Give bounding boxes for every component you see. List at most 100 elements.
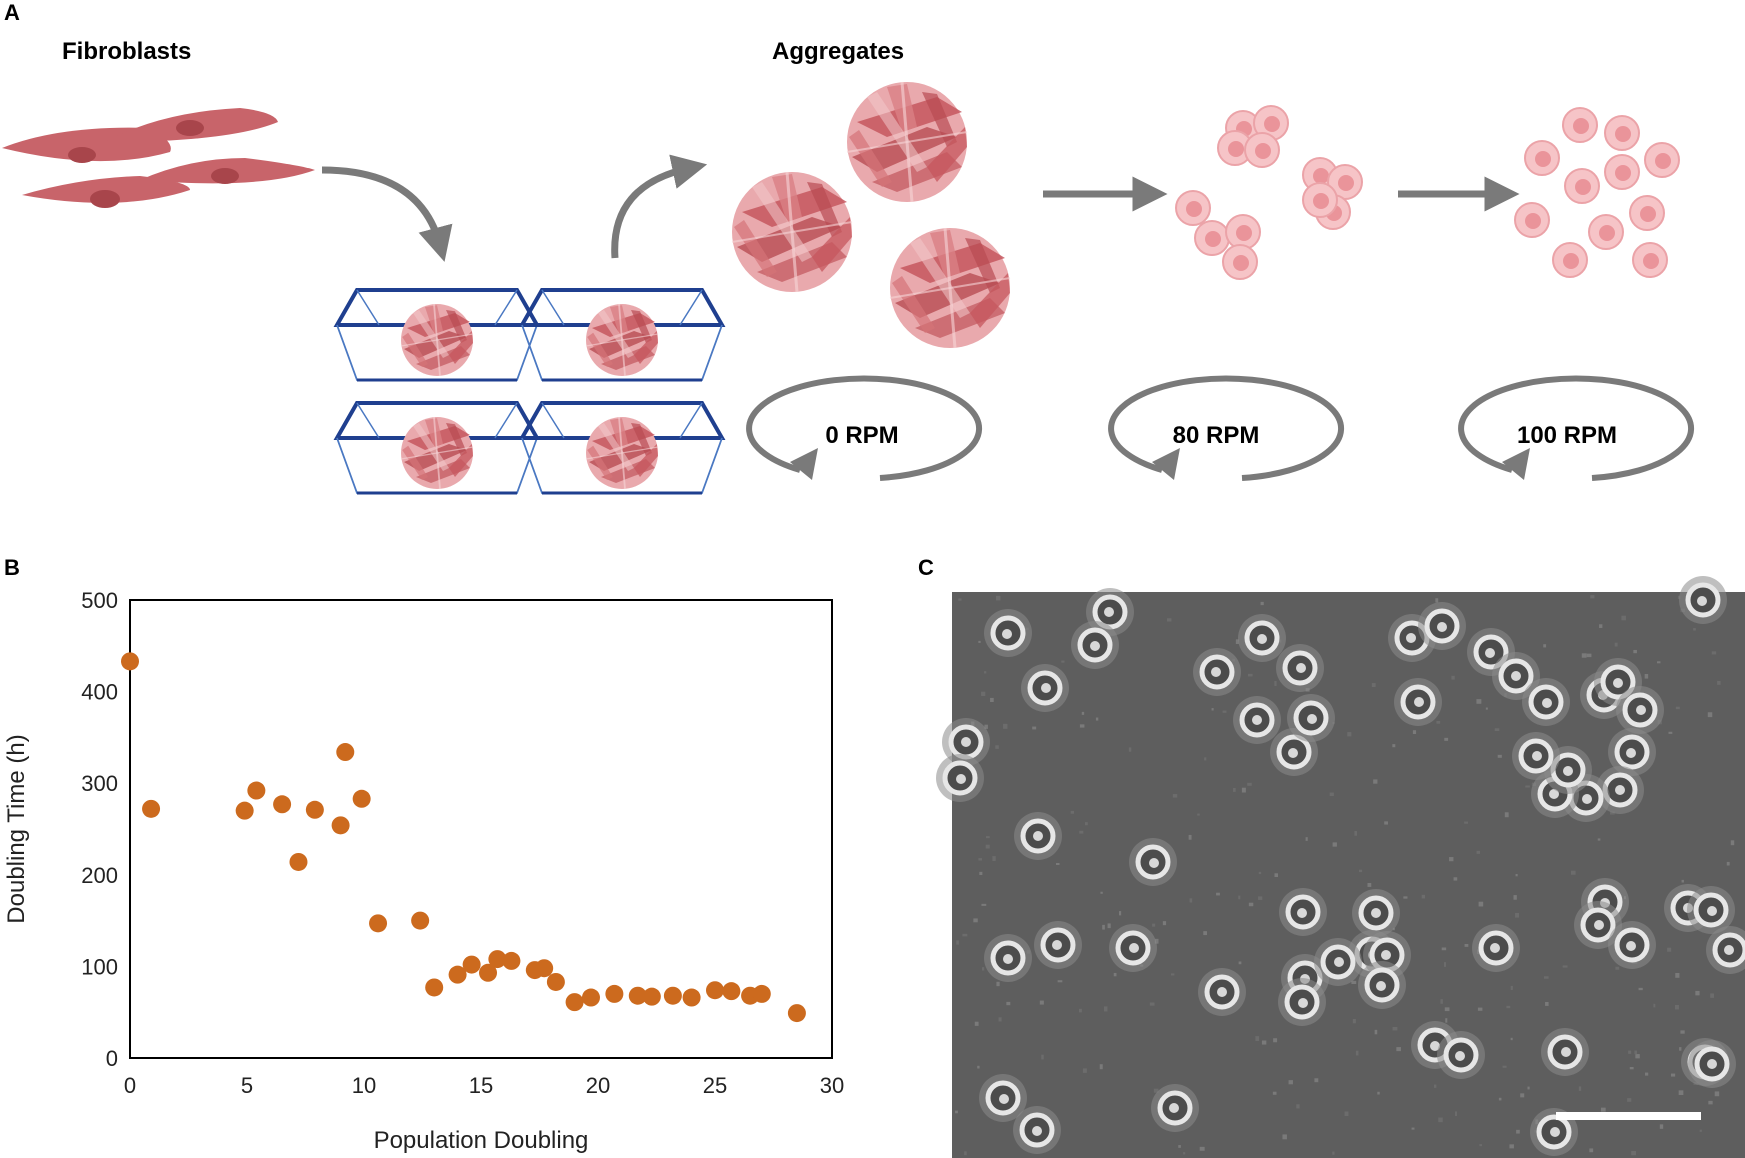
x-tick-label: 25	[703, 1073, 727, 1098]
data-point	[722, 982, 741, 1001]
single-cells	[1514, 107, 1680, 278]
micro-cell	[984, 609, 1032, 657]
data-point	[289, 852, 308, 871]
data-point	[535, 959, 554, 978]
micro-cell	[1314, 938, 1362, 986]
micro-cell	[979, 1074, 1027, 1122]
micro-cell	[1522, 678, 1570, 726]
fibroblast-cells	[2, 108, 315, 208]
micro-cell	[1541, 1028, 1589, 1076]
micro-cell	[1679, 576, 1727, 624]
micro-cell	[1233, 696, 1281, 744]
micro-cell	[1352, 889, 1400, 937]
x-tick-label: 10	[352, 1073, 376, 1098]
micro-cell	[1512, 732, 1560, 780]
micro-cell	[1616, 686, 1664, 734]
data-point	[581, 988, 600, 1007]
cell-clusters	[1175, 105, 1363, 280]
data-point	[787, 1004, 806, 1023]
data-point	[663, 986, 682, 1005]
x-tick-label: 20	[586, 1073, 610, 1098]
micro-cell	[1276, 644, 1324, 692]
data-point	[411, 911, 430, 930]
micro-cell	[1358, 961, 1406, 1009]
speed-label-0: 0 RPM	[825, 422, 898, 449]
data-point	[706, 981, 724, 1000]
scale-bar	[1556, 1112, 1701, 1120]
data-point	[642, 987, 661, 1006]
micro-cell	[1014, 812, 1062, 860]
data-point	[565, 993, 584, 1012]
micro-cell	[1193, 648, 1241, 696]
y-tick-label: 100	[81, 954, 118, 979]
micro-cell	[1608, 921, 1656, 969]
data-point	[605, 984, 624, 1003]
panel-b-letter: B	[4, 555, 20, 580]
y-axis-label: Doubling Time (h)	[3, 734, 30, 923]
micro-cell	[1467, 628, 1515, 676]
aggregates	[730, 80, 1012, 350]
y-tick-label: 500	[81, 588, 118, 613]
x-tick-label: 0	[124, 1073, 136, 1098]
micro-cell	[1238, 614, 1286, 662]
x-axis-label: Population Doubling	[374, 1127, 589, 1154]
panel-c-letter: C	[918, 555, 934, 580]
doubling-time-scatter: 0 100 200 300 400 500 0 5 10 15 20 25 30 Population…	[3, 588, 844, 1154]
arrow-to-aggregates	[611, 154, 708, 259]
data-point	[235, 801, 254, 820]
micro-cell	[1279, 888, 1327, 936]
data-point	[479, 963, 498, 982]
y-tick-label: 300	[81, 771, 118, 796]
data-point	[331, 816, 350, 835]
x-tick-label: 5	[241, 1073, 253, 1098]
plot-frame	[129, 599, 833, 1059]
micro-cell	[1071, 621, 1119, 669]
panel-a-letter: A	[4, 0, 20, 25]
data-point	[752, 984, 771, 1003]
micro-cell	[1034, 921, 1082, 969]
data-point	[336, 743, 355, 762]
micro-cell	[1198, 968, 1246, 1016]
y-tick-label: 400	[81, 680, 118, 705]
micro-cell	[1129, 838, 1177, 886]
micro-cell	[1151, 1084, 1199, 1132]
rotation-0rpm	[746, 375, 983, 481]
micro-cell	[1109, 924, 1157, 972]
data-point	[448, 965, 467, 984]
micro-cell	[1472, 924, 1520, 972]
data-point	[352, 789, 371, 808]
data-point	[425, 978, 444, 997]
micro-cell	[1437, 1031, 1485, 1079]
data-point	[273, 795, 292, 814]
rotation-80rpm	[1108, 375, 1345, 481]
micro-cell	[936, 754, 984, 802]
micro-cell	[1687, 886, 1735, 934]
x-tick-label: 30	[820, 1073, 844, 1098]
data-point	[121, 652, 139, 671]
data-point	[142, 799, 161, 818]
micro-cell	[1688, 1040, 1736, 1088]
data-point	[305, 800, 324, 819]
data-point	[502, 951, 521, 970]
micro-cell	[1287, 694, 1335, 742]
micro-cell	[1418, 602, 1466, 650]
microwell-array	[337, 290, 722, 493]
data-point	[546, 972, 565, 991]
micrograph	[936, 576, 1745, 1158]
data-point	[488, 950, 507, 969]
micro-cell	[1706, 926, 1745, 974]
speed-label-2: 100 RPM	[1517, 422, 1617, 449]
micro-cell	[1394, 678, 1442, 726]
rotation-100rpm	[1458, 375, 1695, 481]
micro-cell	[1021, 664, 1069, 712]
micro-cell	[1608, 728, 1656, 776]
y-tick-label: 200	[81, 863, 118, 888]
data-point	[682, 988, 701, 1007]
speed-label-1: 80 RPM	[1173, 422, 1260, 449]
fibroblasts-label: Fibroblasts	[62, 38, 191, 65]
aggregates-label: Aggregates	[772, 38, 904, 65]
x-tick-label: 15	[469, 1073, 493, 1098]
data-point	[628, 986, 647, 1005]
data-point	[462, 955, 481, 974]
